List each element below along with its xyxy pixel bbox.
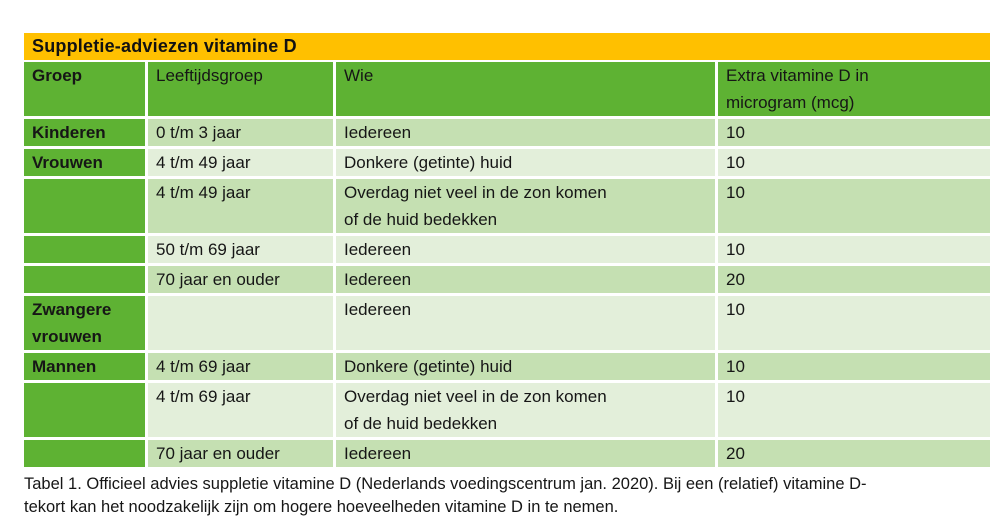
table-title-bar: Suppletie-adviezen vitamine D: [24, 33, 990, 60]
table-row: 70 jaar en ouder Iedereen 20: [24, 440, 990, 470]
table-header-row: Groep Leeftijdsgroep Wie Extra vitamine …: [24, 62, 990, 119]
mcg-cell: 10: [718, 149, 990, 179]
leeftijd-cell: 4 t/m 69 jaar: [148, 353, 336, 383]
wie-cell: Overdag niet veel in de zon komen of de …: [336, 179, 718, 236]
header-wie: Wie: [336, 62, 718, 119]
wie-cell: Overdag niet veel in de zon komen of de …: [336, 383, 718, 440]
table-row: Zwangere vrouwen Iedereen 10: [24, 296, 990, 353]
wie-cell: Iedereen: [336, 266, 718, 296]
table-row: 4 t/m 49 jaar Overdag niet veel in de zo…: [24, 179, 990, 236]
groep-cell: [24, 236, 148, 266]
vitamin-d-table-block: Suppletie-adviezen vitamine D Groep Leef…: [24, 33, 990, 519]
mcg-cell: 10: [718, 179, 990, 236]
table-title: Suppletie-adviezen vitamine D: [32, 36, 297, 56]
wie-cell: Iedereen: [336, 440, 718, 470]
mcg-cell: 10: [718, 353, 990, 383]
table-caption: Tabel 1. Officieel advies suppletie vita…: [24, 475, 867, 516]
groep-cell: Kinderen: [24, 119, 148, 149]
groep-cell: Mannen: [24, 353, 148, 383]
leeftijd-cell: 0 t/m 3 jaar: [148, 119, 336, 149]
groep-cell: Vrouwen: [24, 149, 148, 179]
leeftijd-cell: 4 t/m 69 jaar: [148, 383, 336, 440]
groep-cell: [24, 266, 148, 296]
mcg-cell: 20: [718, 266, 990, 296]
table-row: Vrouwen 4 t/m 49 jaar Donkere (getinte) …: [24, 149, 990, 179]
wie-cell: Donkere (getinte) huid: [336, 149, 718, 179]
leeftijd-cell: 70 jaar en ouder: [148, 266, 336, 296]
wie-cell: Donkere (getinte) huid: [336, 353, 718, 383]
header-mcg: Extra vitamine D in microgram (mcg): [718, 62, 990, 119]
mcg-cell: 10: [718, 383, 990, 440]
groep-cell: [24, 440, 148, 470]
mcg-cell: 10: [718, 296, 990, 353]
leeftijd-cell: 4 t/m 49 jaar: [148, 179, 336, 236]
table-row: 50 t/m 69 jaar Iedereen 10: [24, 236, 990, 266]
wie-cell: Iedereen: [336, 119, 718, 149]
leeftijd-cell: 4 t/m 49 jaar: [148, 149, 336, 179]
wie-cell: Iedereen: [336, 296, 718, 353]
vitamin-d-table: Groep Leeftijdsgroep Wie Extra vitamine …: [24, 62, 990, 470]
leeftijd-cell: 50 t/m 69 jaar: [148, 236, 336, 266]
mcg-cell: 20: [718, 440, 990, 470]
wie-cell: Iedereen: [336, 236, 718, 266]
groep-cell: [24, 383, 148, 440]
header-groep: Groep: [24, 62, 148, 119]
table-row: Kinderen 0 t/m 3 jaar Iedereen 10: [24, 119, 990, 149]
header-leeftijdsgroep: Leeftijdsgroep: [148, 62, 336, 119]
leeftijd-cell: 70 jaar en ouder: [148, 440, 336, 470]
groep-cell: Zwangere vrouwen: [24, 296, 148, 353]
table-row: 4 t/m 69 jaar Overdag niet veel in de zo…: [24, 383, 990, 440]
table-row: 70 jaar en ouder Iedereen 20: [24, 266, 990, 296]
leeftijd-cell: [148, 296, 336, 353]
table-row: Mannen 4 t/m 69 jaar Donkere (getinte) h…: [24, 353, 990, 383]
groep-cell: [24, 179, 148, 236]
mcg-cell: 10: [718, 236, 990, 266]
mcg-cell: 10: [718, 119, 990, 149]
